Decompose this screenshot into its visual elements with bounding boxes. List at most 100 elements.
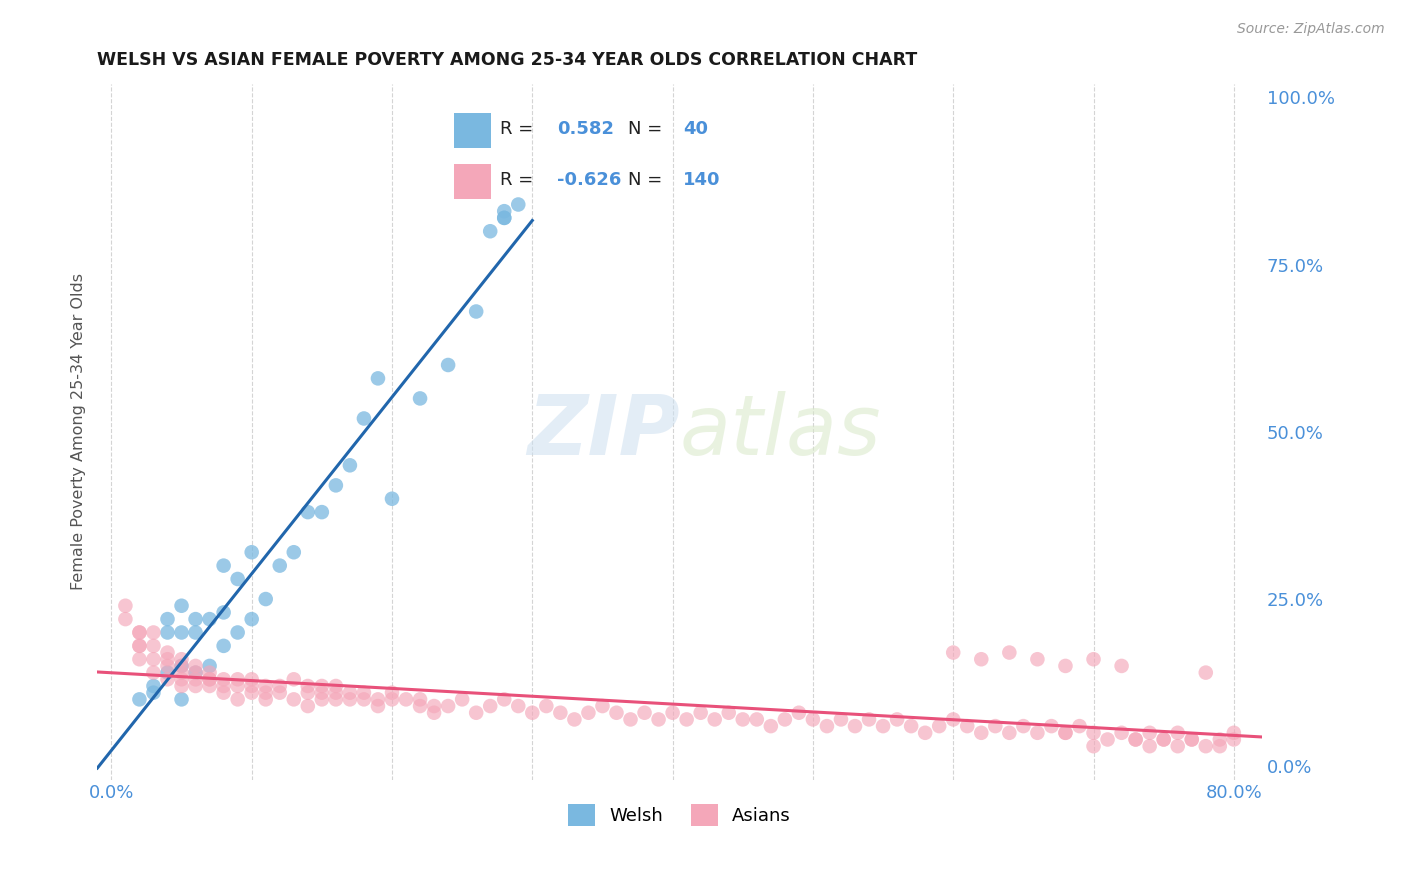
Point xyxy=(226,673,249,687)
Point xyxy=(283,692,305,706)
Point xyxy=(1054,726,1077,740)
Point xyxy=(114,599,136,613)
Point xyxy=(465,706,488,720)
Point xyxy=(479,699,502,714)
Point xyxy=(1209,732,1232,747)
Text: WELSH VS ASIAN FEMALE POVERTY AMONG 25-34 YEAR OLDS CORRELATION CHART: WELSH VS ASIAN FEMALE POVERTY AMONG 25-3… xyxy=(97,51,918,69)
Point xyxy=(970,726,993,740)
Point xyxy=(1083,726,1105,740)
Point xyxy=(311,505,333,519)
Point xyxy=(409,699,432,714)
Point xyxy=(872,719,894,733)
Point xyxy=(156,665,179,680)
Point xyxy=(522,706,544,720)
Legend: Welsh, Asians: Welsh, Asians xyxy=(561,797,799,833)
Point xyxy=(156,673,179,687)
Point xyxy=(1026,726,1049,740)
Point xyxy=(170,659,193,673)
Point xyxy=(367,371,389,385)
Point xyxy=(184,612,207,626)
Point xyxy=(184,659,207,673)
Point xyxy=(156,612,179,626)
Point xyxy=(619,713,641,727)
Point xyxy=(156,646,179,660)
Point xyxy=(198,673,221,687)
Point xyxy=(198,679,221,693)
Point xyxy=(1054,659,1077,673)
Point xyxy=(1125,732,1147,747)
Point xyxy=(353,411,375,425)
Point xyxy=(703,713,725,727)
Point xyxy=(578,706,600,720)
Point xyxy=(381,692,404,706)
Point xyxy=(198,612,221,626)
Point xyxy=(928,719,950,733)
Point xyxy=(128,652,150,666)
Point xyxy=(1209,739,1232,754)
Point xyxy=(240,612,263,626)
Point xyxy=(1083,739,1105,754)
Point xyxy=(494,211,516,225)
Point xyxy=(942,646,965,660)
Point xyxy=(269,679,291,693)
Point xyxy=(1195,665,1218,680)
Point xyxy=(240,545,263,559)
Point xyxy=(254,679,277,693)
Point xyxy=(494,692,516,706)
Point xyxy=(184,679,207,693)
Point xyxy=(297,686,319,700)
Point xyxy=(254,592,277,607)
Point xyxy=(311,679,333,693)
Point xyxy=(226,572,249,586)
Point xyxy=(142,686,165,700)
Point xyxy=(381,686,404,700)
Point xyxy=(773,713,796,727)
Point xyxy=(886,713,908,727)
Point xyxy=(1167,739,1189,754)
Point xyxy=(184,673,207,687)
Point xyxy=(184,625,207,640)
Point xyxy=(170,625,193,640)
Point xyxy=(367,699,389,714)
Point xyxy=(984,719,1007,733)
Point xyxy=(970,652,993,666)
Point xyxy=(212,558,235,573)
Point xyxy=(170,692,193,706)
Point xyxy=(184,665,207,680)
Y-axis label: Female Poverty Among 25-34 Year Olds: Female Poverty Among 25-34 Year Olds xyxy=(72,273,86,591)
Point xyxy=(647,713,669,727)
Point xyxy=(956,719,979,733)
Point xyxy=(1012,719,1035,733)
Point xyxy=(170,652,193,666)
Point xyxy=(494,204,516,219)
Point xyxy=(451,692,474,706)
Point xyxy=(128,625,150,640)
Point xyxy=(142,639,165,653)
Point xyxy=(240,679,263,693)
Point xyxy=(367,692,389,706)
Point xyxy=(1054,726,1077,740)
Point xyxy=(353,686,375,700)
Point xyxy=(787,706,810,720)
Text: ZIP: ZIP xyxy=(527,392,679,473)
Point xyxy=(212,686,235,700)
Point xyxy=(1111,659,1133,673)
Point xyxy=(170,679,193,693)
Point xyxy=(128,692,150,706)
Point xyxy=(353,692,375,706)
Point xyxy=(759,719,782,733)
Point xyxy=(1139,739,1161,754)
Point xyxy=(311,686,333,700)
Point xyxy=(170,673,193,687)
Point xyxy=(254,686,277,700)
Point xyxy=(339,458,361,473)
Point xyxy=(998,646,1021,660)
Point xyxy=(1040,719,1063,733)
Point xyxy=(325,692,347,706)
Point xyxy=(1139,726,1161,740)
Point xyxy=(226,692,249,706)
Point xyxy=(815,719,838,733)
Point xyxy=(550,706,572,720)
Point xyxy=(1223,726,1246,740)
Point xyxy=(269,686,291,700)
